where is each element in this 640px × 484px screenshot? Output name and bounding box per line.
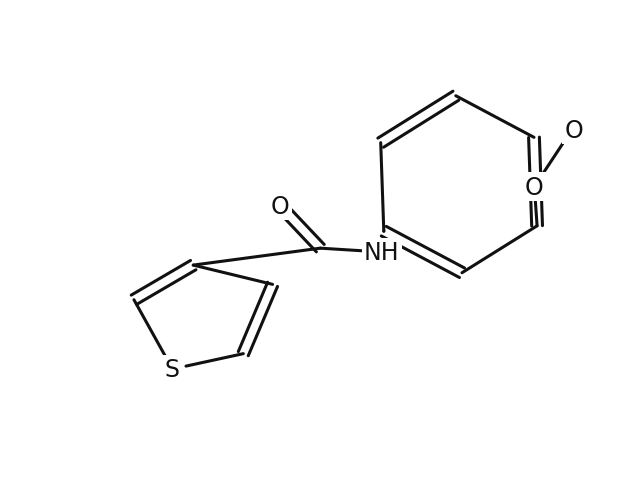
Text: O: O — [564, 119, 583, 143]
Text: O: O — [271, 195, 290, 218]
Text: NH: NH — [364, 241, 400, 264]
Text: O: O — [525, 175, 544, 199]
Text: S: S — [165, 357, 180, 381]
